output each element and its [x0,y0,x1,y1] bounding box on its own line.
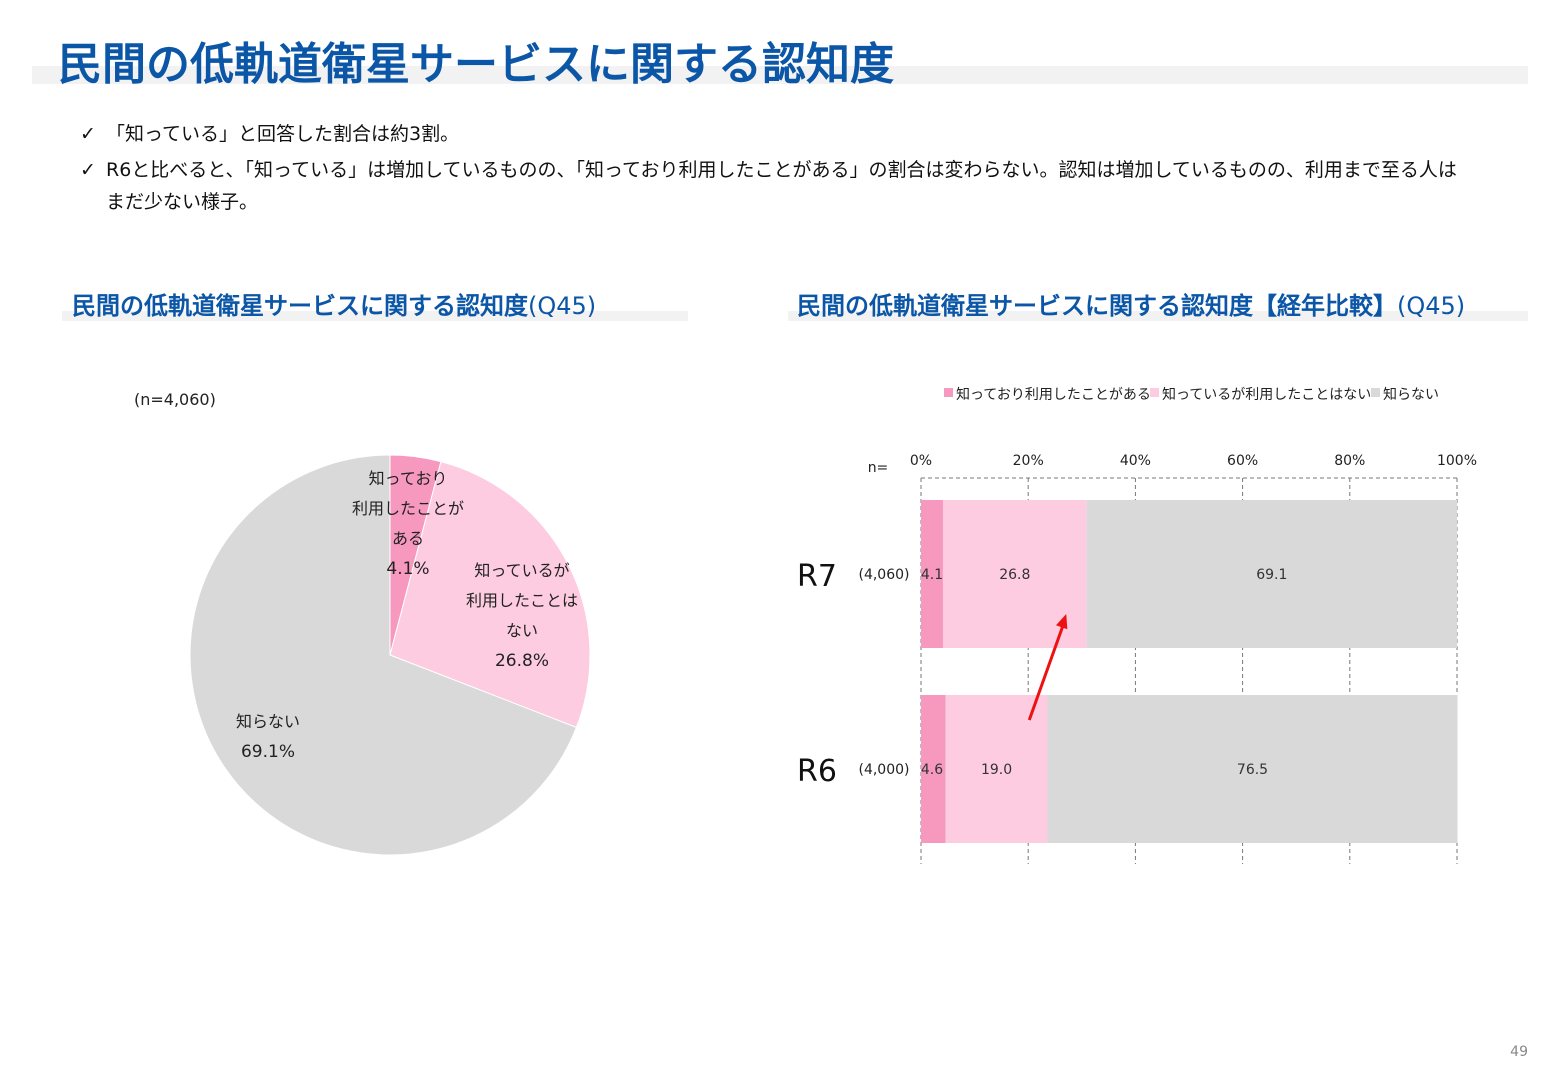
legend-swatch [1150,388,1159,397]
pie-label: 知っており [369,469,448,488]
left-section-title-text: 民間の低軌道衛星サービスに関する認知度 [72,292,528,320]
bullet-item: ✓ R6と比べると、「知っている」は増加しているものの、「知っており利用したこと… [80,154,1460,218]
x-tick-label: 100% [1437,453,1477,469]
summary-bullets: ✓ 「知っている」と回答した割合は約3割。 ✓ R6と比べると、「知っている」は… [80,118,1460,222]
left-section-title: 民間の低軌道衛星サービスに関する認知度(Q45) [72,286,596,321]
bar-value-label: 19.0 [981,762,1012,778]
category-label: R7 [797,559,837,594]
title-band [32,66,1528,84]
check-icon: ✓ [80,123,96,145]
bar-segment [1086,500,1457,648]
legend-swatch [1371,388,1380,397]
legend-swatch [944,388,953,397]
right-section-q: (Q45) [1397,292,1466,320]
left-section-band [62,311,688,321]
x-tick-label: 80% [1334,453,1365,469]
pie-value-label: 4.1% [386,559,429,579]
pie-label: 知らない [236,712,300,731]
x-tick-label: 0% [910,453,932,469]
bar-value-label: 76.5 [1237,762,1268,778]
legend-entry: 知らない [1383,386,1439,403]
bar-value-label: 4.6 [921,762,943,778]
legend-entry: 知っており利用したことがある [956,386,1151,403]
page-number: 49 [1510,1044,1528,1060]
legend-entry: 知っているが利用したことはない [1162,386,1371,403]
pie-slice [189,454,578,856]
pie-label: ない [506,621,538,640]
pie-label: 知っているが [474,561,569,580]
pie-value-label: 26.8% [495,651,549,671]
pie-label: 利用したことが [352,499,464,518]
pie-label: 利用したことは [466,591,578,610]
bar-segment [921,695,946,843]
increase-arrow-head [1055,614,1068,630]
bar-segment [1047,695,1458,843]
bullet-item: ✓ 「知っている」と回答した割合は約3割。 [80,118,1460,150]
bar-value-label: 4.1 [921,567,943,583]
pie-slice [389,460,591,729]
right-section-band [788,311,1528,321]
x-tick-label: 20% [1013,453,1044,469]
pie-label: ある [392,529,424,548]
stacked-bar-chart: 知っており利用したことがある 知っているが利用したことはない 知らない n= 0% 20%… [797,386,1477,864]
bar-value-label: 26.8 [999,567,1030,583]
bullet-text: 「知っている」と回答した割合は約3割。 [106,123,460,145]
x-tick-label: 60% [1227,453,1258,469]
n-value-label: (4,000) [858,762,909,778]
n-header: n= [868,460,889,476]
pie-value-label: 69.1% [241,742,295,762]
n-value-label: (4,060) [858,567,909,583]
right-section-title-text: 民間の低軌道衛星サービスに関する認知度【経年比較】 [797,292,1397,320]
increase-arrow [1027,621,1066,721]
bar-value-label: 69.1 [1256,567,1287,583]
left-section-q: (Q45) [528,292,597,320]
category-label: R6 [797,754,837,789]
page-title: 民間の低軌道衛星サービスに関する認知度 [58,39,894,90]
pie-n-label: (n=4,060) [134,390,216,409]
bullet-text: R6と比べると、「知っている」は増加しているものの、「知っており利用したことがあ… [106,159,1457,213]
bar-segment [921,500,943,648]
right-section-title: 民間の低軌道衛星サービスに関する認知度【経年比較】(Q45) [797,286,1465,321]
pie-chart: 知っており利用したことがある 4.1% 知っているが利用したことはない 26.8% 知ら… [189,454,591,856]
x-tick-label: 40% [1120,453,1151,469]
check-icon: ✓ [80,159,96,181]
